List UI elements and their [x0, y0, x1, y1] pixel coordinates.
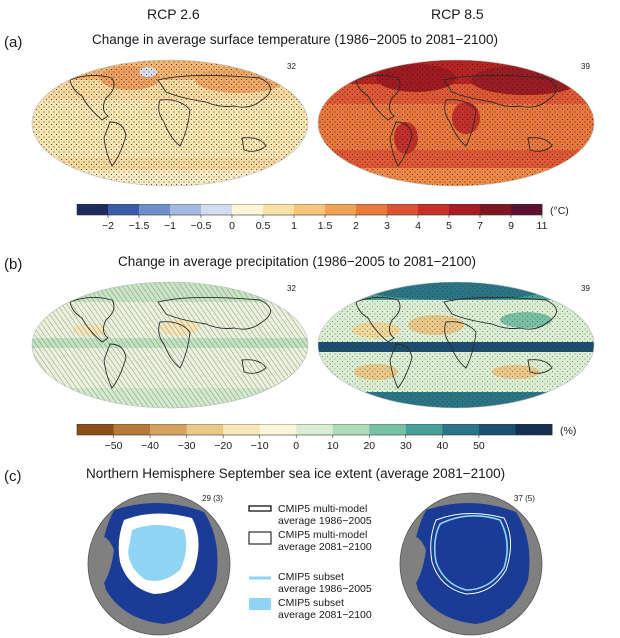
colorbar-tick-label: 3 — [384, 220, 390, 232]
panel-title-b: Change in average precipitation (1986−20… — [118, 254, 477, 269]
colorbar-swatch — [150, 424, 188, 435]
panel-letter-b: (b) — [4, 256, 23, 273]
colorbar-swatch — [77, 204, 109, 215]
legend-swatch-multi-1986 — [248, 505, 272, 512]
colorbar-tick-label: 1 — [291, 220, 297, 232]
model-count-b-right: 39 — [581, 284, 590, 293]
colorbar-precipitation: −50 −40 −30 −20 −10 0 10 20 30 40 50 (%) — [76, 424, 576, 452]
colorbar-frame — [76, 424, 553, 436]
colorbar-swatch — [515, 424, 553, 435]
colorbar-tick-label: −0.5 — [191, 220, 212, 232]
scenario-label-left: RCP 2.6 — [147, 6, 200, 22]
colorbar-swatch — [369, 424, 407, 435]
colorbar-swatch — [478, 424, 516, 435]
colorbar-tick-label: 2 — [353, 220, 359, 232]
colorbar-tick-label: 30 — [400, 440, 412, 452]
panel-title-a: Change in average surface temperature (1… — [92, 32, 499, 47]
colorbar-frame — [76, 204, 543, 216]
colorbar-swatch — [139, 204, 171, 215]
colorbar-swatch — [325, 204, 357, 215]
colorbar-temperature: −2 −1.5 −1 −0.5 0 0.5 1 1.5 2 3 4 5 7 9 11(°C) — [76, 204, 569, 232]
colorbar-swatch — [186, 424, 224, 435]
legend-item-subset-2081: CMIP5 subset average 2081−2100 — [278, 597, 372, 621]
colorbar-tick-label: −20 — [214, 440, 232, 452]
colorbar-tick-label: 10 — [327, 440, 339, 452]
colorbar-unit: (%) — [560, 425, 576, 437]
colorbar-swatch — [201, 204, 233, 215]
colorbar-tick-label: −40 — [141, 440, 159, 452]
colorbar-tick-label: 1.5 — [318, 220, 333, 232]
colorbar-swatch — [405, 424, 443, 435]
panel-letter-c: (c) — [4, 468, 22, 485]
colorbar-tick-label: 0 — [229, 220, 235, 232]
colorbar-tick-label: −30 — [178, 440, 196, 452]
legend-item-multi-2081: CMIP5 multi-model average 2081−2100 — [278, 529, 372, 553]
colorbar-swatch — [223, 424, 261, 435]
map-precip-rcp26 — [31, 281, 309, 409]
colorbar-swatch — [294, 204, 326, 215]
panel-letter-a: (a) — [4, 34, 23, 51]
colorbar-swatch — [480, 204, 512, 215]
legend-item-multi-1986: CMIP5 multi-model average 1986−2005 — [278, 503, 372, 527]
legend-item-subset-1986: CMIP5 subset average 1986−2005 — [278, 571, 372, 595]
colorbar-tick-label: 40 — [437, 440, 449, 452]
colorbar-swatch — [296, 424, 334, 435]
colorbar-tick-label: −1.5 — [129, 220, 150, 232]
map-temp-rcp26 — [31, 59, 309, 187]
legend-swatch-subset-2081 — [249, 598, 271, 610]
colorbar-tick-label: 11 — [537, 220, 548, 232]
colorbar-swatch — [259, 424, 297, 435]
scenario-label-right: RCP 8.5 — [431, 6, 484, 22]
model-count-c-right: 37 (5) — [514, 494, 535, 503]
colorbar-tick-label: 5 — [446, 220, 452, 232]
colorbar-swatch — [332, 424, 370, 435]
colorbar-tick-label: 0 — [293, 440, 299, 452]
colorbar-swatch — [449, 204, 481, 215]
model-count-a-right: 39 — [581, 62, 590, 71]
colorbar-swatch — [511, 204, 543, 215]
sea-ice-map-rcp85 — [399, 492, 543, 636]
colorbar-swatch — [232, 204, 264, 215]
colorbar-swatch — [418, 204, 450, 215]
colorbar-tick-label: 0.5 — [256, 220, 271, 232]
colorbar-swatch — [387, 204, 419, 215]
colorbar-unit: (°C) — [550, 205, 569, 217]
map-precip-rcp85 — [317, 281, 595, 409]
colorbar-tick-label: 9 — [508, 220, 514, 232]
colorbar-tick-label: 4 — [415, 220, 421, 232]
colorbar-tick-label: −10 — [251, 440, 269, 452]
model-count-c-left: 29 (3) — [202, 494, 223, 503]
colorbar-tick-label: 50 — [473, 440, 485, 452]
sea-ice-map-rcp26 — [87, 492, 231, 636]
model-count-a-left: 32 — [287, 62, 296, 71]
legend-swatches — [248, 505, 272, 610]
colorbar-swatch — [170, 204, 202, 215]
model-count-b-left: 32 — [287, 284, 296, 293]
legend-swatch-multi-2081 — [248, 531, 272, 545]
colorbar-swatch — [113, 424, 151, 435]
panel-title-c: Northern Hemisphere September sea ice ex… — [86, 466, 506, 481]
colorbar-tick-label: −2 — [102, 220, 114, 232]
colorbar-swatch — [442, 424, 480, 435]
colorbar-tick-label: 7 — [477, 220, 483, 232]
colorbar-tick-label: −1 — [164, 220, 176, 232]
colorbar-tick-label: −50 — [105, 440, 123, 452]
map-temp-rcp85 — [317, 59, 595, 187]
colorbar-swatch — [108, 204, 140, 215]
colorbar-swatch — [356, 204, 388, 215]
colorbar-swatch — [263, 204, 295, 215]
colorbar-swatch — [77, 424, 114, 435]
colorbar-tick-label: 20 — [363, 440, 375, 452]
